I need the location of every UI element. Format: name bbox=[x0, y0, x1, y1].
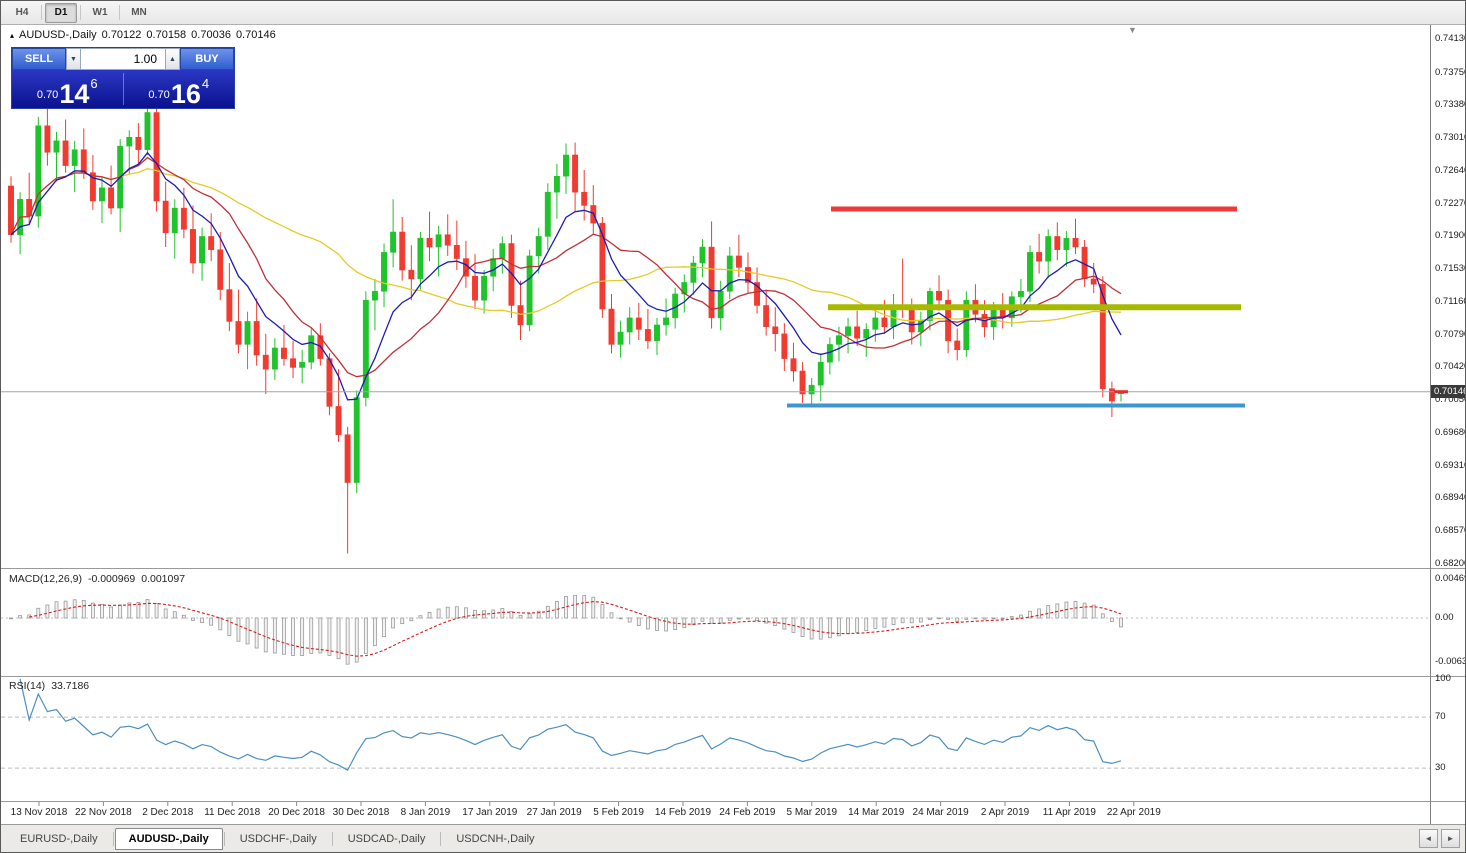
buy-button[interactable]: BUY bbox=[180, 48, 234, 70]
toolbar-separator bbox=[80, 5, 81, 20]
volume-input[interactable] bbox=[81, 48, 165, 70]
toolbar-separator bbox=[41, 5, 42, 20]
tab-usdcnhdaily[interactable]: USDCNH-,Daily bbox=[456, 832, 535, 845]
chart-shift-marker-icon[interactable]: ▼ bbox=[1128, 25, 1137, 35]
ohlc-high: 0.70158 bbox=[146, 29, 187, 41]
rsi-line bbox=[19, 678, 1122, 772]
ma-slow-line bbox=[10, 168, 1122, 324]
chart-tab-bar: EURUSD-,Daily AUDUSD-,Daily USDCHF-,Daily U… bbox=[1, 824, 1465, 852]
macd-value: -0.000969 bbox=[87, 573, 136, 585]
rsi-name: RSI(14) bbox=[9, 680, 46, 692]
volume-increment-button[interactable]: ▲ bbox=[165, 48, 180, 70]
candlesticks bbox=[8, 105, 1124, 554]
one-click-trading-panel: SELL ▼ ▲ BUY 0.70 14 6 0.70 16 4 bbox=[11, 47, 235, 109]
tab-separator bbox=[440, 831, 442, 846]
ohlc-open: 0.70122 bbox=[101, 29, 142, 41]
one-click-toggle-icon[interactable]: ▴ bbox=[10, 30, 15, 40]
tab-separator bbox=[331, 831, 333, 846]
ohlc-low: 0.70036 bbox=[191, 29, 231, 41]
tab-usdchfdaily[interactable]: USDCHF-,Daily bbox=[239, 832, 317, 845]
tab-audusddaily[interactable]: AUDUSD-,Daily bbox=[114, 827, 223, 850]
buy-price-tile[interactable]: 0.70 16 4 bbox=[124, 70, 235, 108]
macd-signal-value: 0.001097 bbox=[141, 573, 186, 585]
sell-button[interactable]: SELL bbox=[12, 48, 66, 70]
tab-separator bbox=[223, 831, 225, 846]
chart-header: ▴ AUDUSD-,Daily 0.70122 0.70158 0.70036 … bbox=[10, 29, 276, 41]
price-tile-divider bbox=[122, 73, 124, 105]
tab-scroll-right-icon[interactable]: ► bbox=[1441, 829, 1460, 848]
ma-fast-line bbox=[10, 151, 1122, 401]
timeframe-w1-button[interactable]: W1 bbox=[92, 6, 108, 18]
buy-price-big: 16 bbox=[170, 79, 201, 109]
rsi-value: 33.7186 bbox=[51, 680, 90, 692]
tab-scroll-left-icon[interactable]: ◄ bbox=[1419, 829, 1438, 848]
tab-eurusddaily[interactable]: EURUSD-,Daily bbox=[20, 832, 98, 845]
macd-label: MACD(12,26,9) -0.000969 0.001097 bbox=[9, 573, 185, 585]
bid-price-tag: 0.70146 bbox=[1431, 385, 1465, 398]
timeframe-d1-button[interactable]: D1 bbox=[45, 2, 77, 23]
sell-price-tile[interactable]: 0.70 14 6 bbox=[12, 70, 123, 108]
chart-symbol: AUDUSD-,Daily bbox=[19, 29, 97, 41]
sell-price-pip: 6 bbox=[90, 76, 98, 91]
rsi-label: RSI(14) 33.7186 bbox=[9, 680, 89, 692]
buy-price-prefix: 0.70 bbox=[148, 89, 170, 101]
tab-scroll-buttons: ◄ ► bbox=[1419, 829, 1460, 848]
macd-name: MACD(12,26,9) bbox=[9, 573, 82, 585]
tab-separator bbox=[112, 831, 114, 846]
volume-decrement-button[interactable]: ▼ bbox=[66, 48, 81, 70]
macd-histogram bbox=[9, 594, 1123, 665]
timeframe-toolbar: H4 D1 W1 MN bbox=[1, 1, 1465, 25]
ma-mid-line bbox=[10, 156, 1122, 378]
timeframe-mn-button[interactable]: MN bbox=[131, 6, 147, 18]
timeframe-h4-button[interactable]: H4 bbox=[15, 6, 29, 18]
sell-price-big: 14 bbox=[59, 79, 90, 109]
toolbar-separator bbox=[119, 5, 120, 20]
ohlc-close: 0.70146 bbox=[235, 29, 276, 41]
sell-price-prefix: 0.70 bbox=[36, 89, 59, 101]
tab-usdcaddaily[interactable]: USDCAD-,Daily bbox=[347, 832, 426, 845]
buy-price-pip: 4 bbox=[201, 76, 210, 91]
